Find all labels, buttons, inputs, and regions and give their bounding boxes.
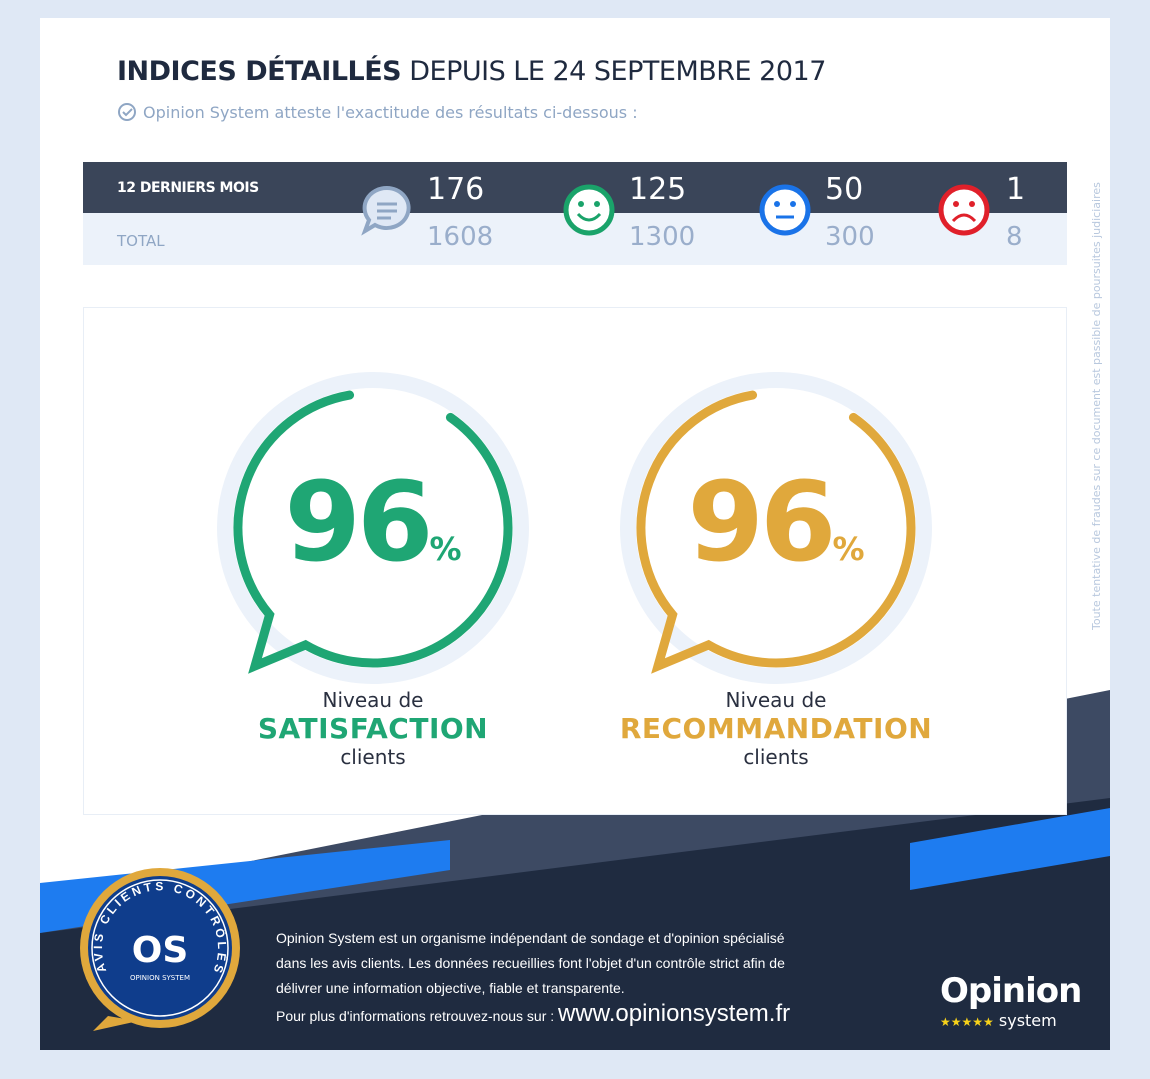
footer-more: Pour plus d'informations retrouvez-nous … — [276, 1008, 555, 1024]
caption-line3: clients — [743, 745, 809, 769]
sad-face-icon — [938, 184, 990, 236]
badge-name: OPINION SYSTEM — [130, 974, 190, 982]
recommendation-gauge: 96% — [616, 368, 936, 688]
negative-12-months: 1 — [1006, 172, 1026, 207]
caption-line3: clients — [340, 745, 406, 769]
speech-ring-green — [217, 372, 529, 684]
website-link[interactable]: www.opinionsystem.fr — [558, 1000, 791, 1027]
recommendation-number: 96 — [687, 458, 836, 586]
gauges-panel: 96% Niveau de SATISFACTION clients 96% N… — [83, 307, 1067, 815]
percent-sign: % — [832, 530, 865, 568]
certificate-card: INDICES DÉTAILLÉS DEPUIS LE 24 SEPTEMBRE… — [40, 18, 1110, 1050]
negative-total: 8 — [1006, 222, 1023, 252]
badge-monogram: OS — [132, 930, 189, 971]
page-title: INDICES DÉTAILLÉS DEPUIS LE 24 SEPTEMBRE… — [117, 56, 826, 87]
happy-face-icon — [563, 184, 615, 236]
neutral-face-icon — [759, 184, 811, 236]
stats-bar: 12 DERNIERS MOIS TOTAL 176 1608 125 1300… — [83, 162, 1067, 265]
positive-12-months: 125 — [629, 172, 687, 207]
check-badge-icon — [118, 103, 136, 121]
positive-total: 1300 — [629, 222, 696, 252]
footer-line2: dans les avis clients. Les données recue… — [276, 955, 785, 971]
satisfaction-value: 96% — [253, 458, 493, 586]
logo-sub: system — [998, 1011, 1057, 1030]
recommendation-value: 96% — [656, 458, 896, 586]
stars-icon: ★★★★★ — [940, 1015, 994, 1029]
certification-badge: AVIS CLIENTS CONTRÔLÉS OS OPINION SYSTEM — [80, 868, 240, 1031]
caption-line2: SATISFACTION — [257, 712, 489, 745]
side-legal-notice: Toute tentative de fraudes sur ce docume… — [1090, 182, 1103, 630]
row-label-12-months: 12 DERNIERS MOIS — [117, 180, 259, 196]
subtitle: Opinion System atteste l'exactitude des … — [117, 102, 638, 122]
title-bold: INDICES DÉTAILLÉS — [117, 56, 402, 87]
reviews-12-months: 176 — [427, 172, 485, 207]
speech-bubble-icon — [361, 185, 411, 236]
speech-ring-gold — [620, 372, 932, 684]
title-rest: DEPUIS LE 24 SEPTEMBRE 2017 — [409, 56, 826, 87]
neutral-total: 300 — [825, 222, 875, 252]
caption-line1: Niveau de — [322, 688, 424, 712]
opinion-system-logo: Opinion ★★★★★ system — [940, 971, 1082, 1032]
reviews-total: 1608 — [427, 222, 494, 252]
caption-line1: Niveau de — [725, 688, 827, 712]
footer-line3: délivrer une information objective, fiab… — [276, 980, 625, 996]
footer-line1: Opinion System est un organisme indépend… — [276, 930, 785, 946]
subtitle-text: Opinion System atteste l'exactitude des … — [143, 102, 638, 122]
percent-sign: % — [429, 530, 462, 568]
footer-text: Opinion System est un organisme indépend… — [276, 926, 790, 1029]
neutral-12-months: 50 — [825, 172, 864, 207]
recommendation-caption: Niveau de RECOMMANDATION clients — [606, 688, 946, 769]
satisfaction-gauge: 96% — [213, 368, 533, 688]
satisfaction-caption: Niveau de SATISFACTION clients — [203, 688, 543, 769]
satisfaction-number: 96 — [284, 458, 433, 586]
row-label-total: TOTAL — [117, 232, 165, 250]
caption-line2: RECOMMANDATION — [619, 712, 933, 745]
logo-word: Opinion — [940, 971, 1082, 1011]
